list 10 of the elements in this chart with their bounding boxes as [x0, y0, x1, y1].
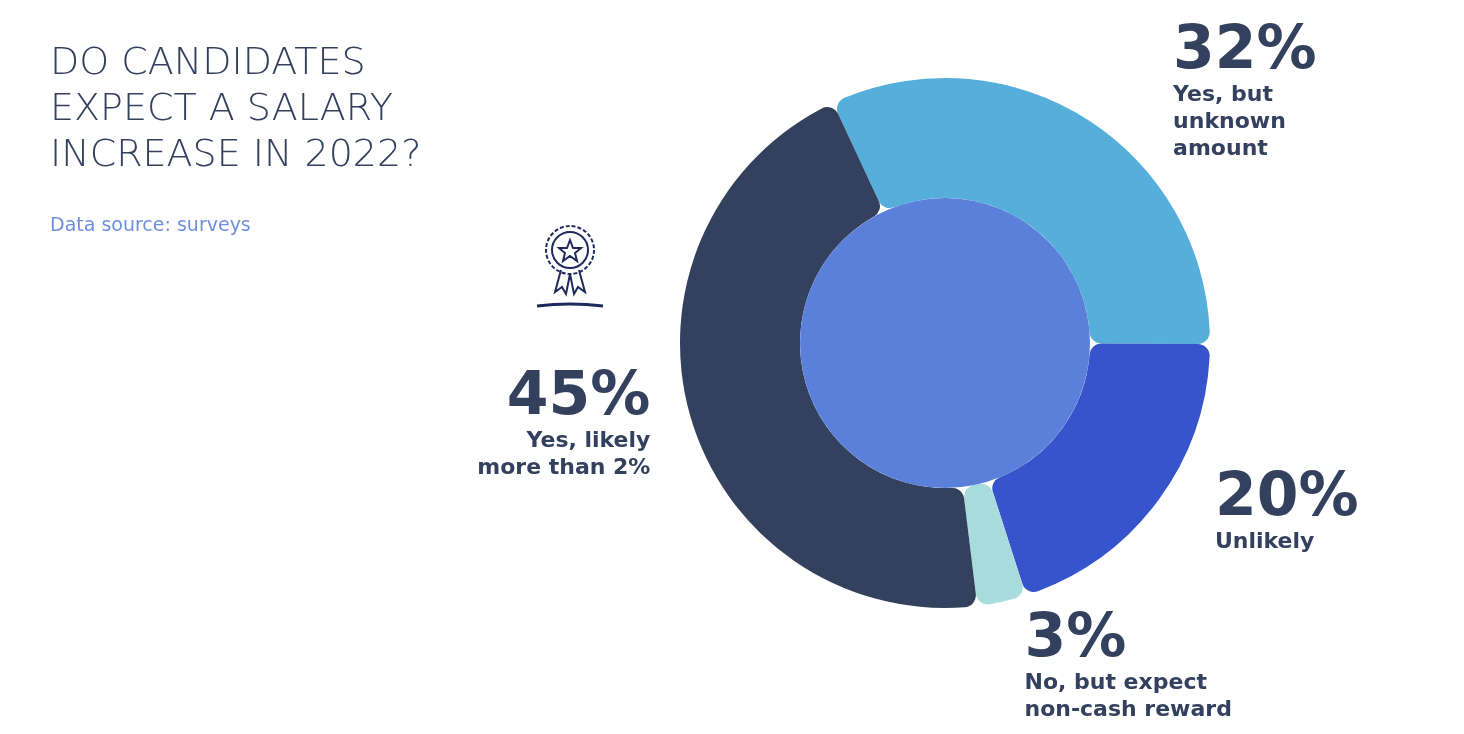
data-label: 45% [506, 358, 651, 429]
data-label: 3% [1024, 600, 1127, 670]
text: DO CANDIDATES EXPECT A SALARY INCREASE IN 2022? [50, 38, 423, 176]
data-label: 32% [1173, 12, 1317, 82]
source-note: Data source: surveys [50, 213, 251, 235]
data-label: 20% [1214, 459, 1359, 530]
slice-label: Yes, likely more than 2% [477, 427, 651, 480]
slice-label: Unlikely [1214, 528, 1315, 554]
slice-label: Yes, but unknown amount [1172, 81, 1286, 160]
slice-label: No, but expect non-cash reward [1024, 669, 1232, 721]
